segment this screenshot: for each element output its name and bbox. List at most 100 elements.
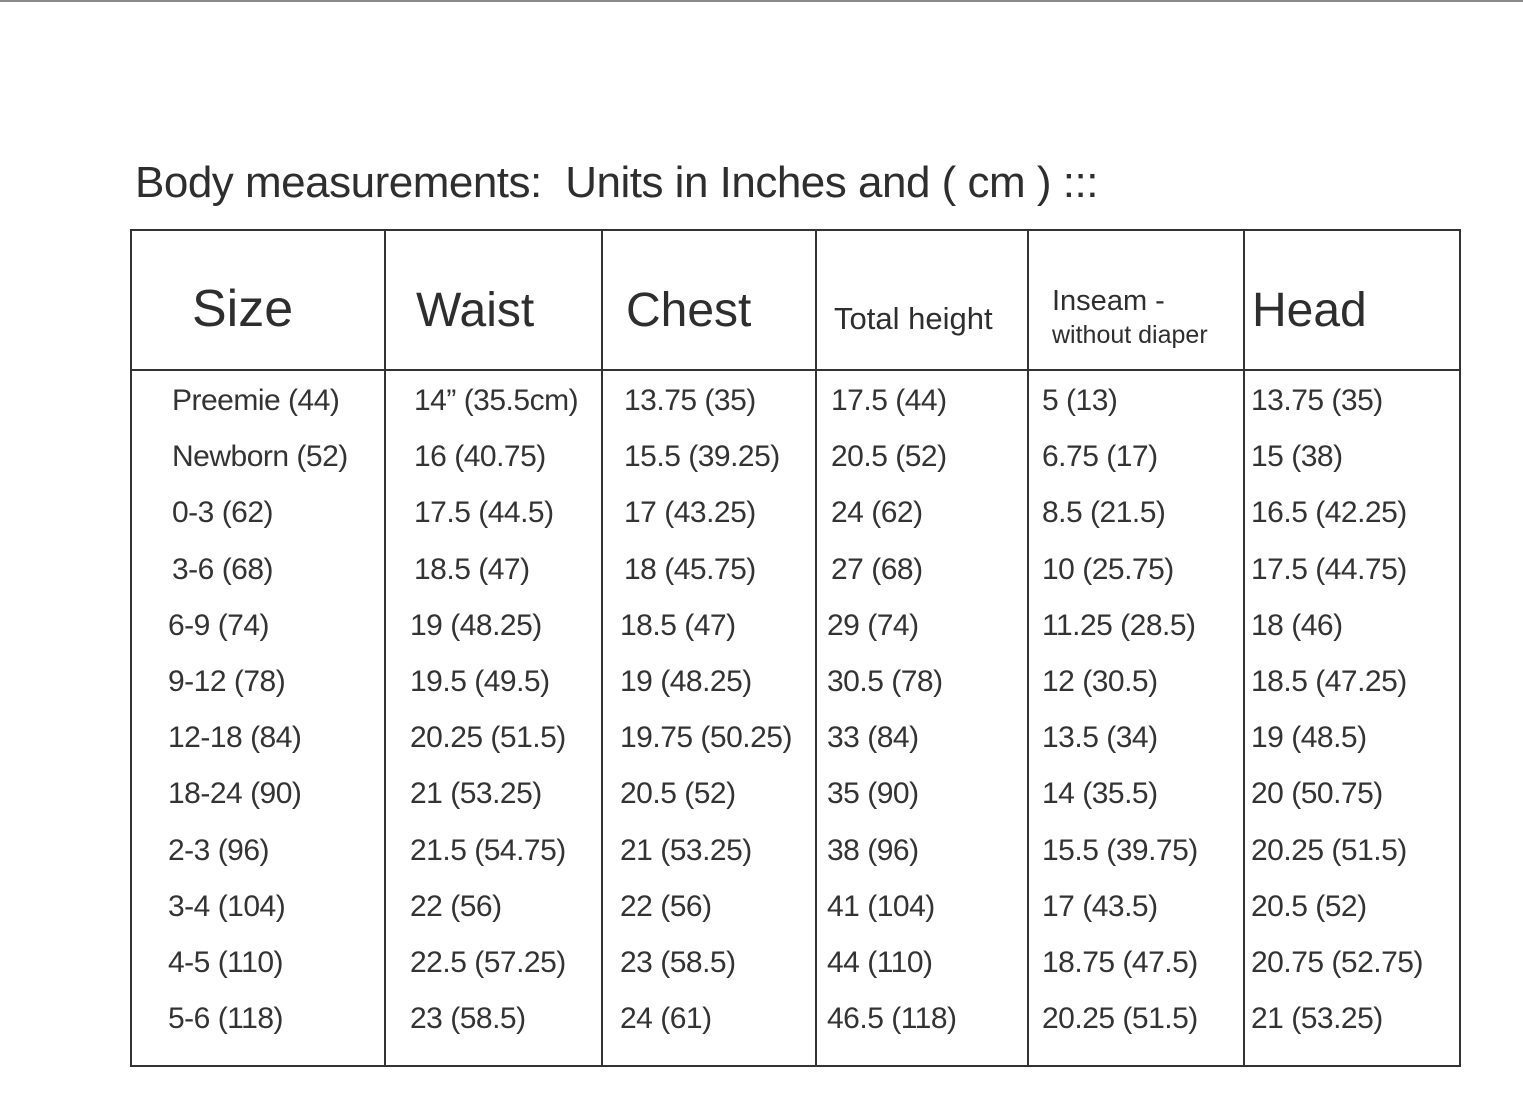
cell-total-height: 35 (90): [827, 777, 919, 811]
cell-head: 20.75 (52.75): [1251, 946, 1423, 979]
cell-waist: 16 (40.75): [414, 440, 546, 474]
table-row: 9-12 (78) 19.5 (49.5) 19 (48.25) 30.5 (78) 1…: [132, 664, 1459, 704]
column-divider: [601, 231, 603, 1065]
cell-size: 0-3 (62): [172, 496, 274, 530]
cell-inseam: 18.75 (47.5): [1042, 946, 1198, 979]
cell-chest: 18.5 (47): [620, 608, 736, 642]
cell-waist: 18.5 (47): [414, 552, 530, 586]
cell-head: 18.5 (47.25): [1251, 665, 1407, 698]
cell-size: 12-18 (84): [168, 721, 302, 755]
cell-size: 4-5 (110): [168, 946, 284, 979]
cell-head: 15 (38): [1251, 440, 1343, 474]
cell-total-height: 30.5 (78): [827, 665, 943, 698]
cell-total-height: 27 (68): [831, 552, 923, 586]
cell-total-height: 29 (74): [827, 608, 919, 642]
column-divider: [815, 231, 817, 1065]
cell-size: Newborn (52): [172, 440, 348, 474]
table-row: 12-18 (84) 20.25 (51.5) 19.75 (50.25) 33 (8…: [132, 720, 1459, 760]
cell-inseam: 10 (25.75): [1042, 552, 1174, 586]
cell-waist: 14” (35.5cm): [414, 384, 579, 417]
cell-total-height: 33 (84): [827, 721, 919, 755]
page-title: Body measurements: Units in Inches and (…: [135, 158, 1098, 207]
column-divider: [384, 231, 386, 1065]
cell-waist: 23 (58.5): [410, 1002, 526, 1036]
cell-size: 6-9 (74): [168, 608, 270, 642]
cell-head: 17.5 (44.75): [1251, 552, 1407, 586]
cell-head: 20.5 (52): [1251, 889, 1367, 923]
cell-chest: 15.5 (39.25): [624, 440, 780, 474]
cell-size: 3-6 (68): [172, 552, 274, 586]
cell-total-height: 46.5 (118): [827, 1002, 957, 1036]
table-row: 3-6 (68) 18.5 (47) 18 (45.75) 27 (68) 10 (25…: [132, 552, 1459, 592]
header-head: Head: [1252, 284, 1367, 337]
table-row: 6-9 (74) 19 (48.25) 18.5 (47) 29 (74) 11.25 …: [132, 608, 1459, 648]
cell-waist: 20.25 (51.5): [410, 721, 566, 755]
cell-chest: 24 (61): [620, 1002, 712, 1036]
cell-head: 19 (48.5): [1251, 721, 1367, 755]
cell-size: 9-12 (78): [168, 665, 286, 698]
column-divider: [1243, 231, 1245, 1065]
header-divider: [132, 369, 1459, 371]
cell-size: 2-3 (96): [168, 833, 270, 867]
cell-chest: 23 (58.5): [620, 946, 736, 979]
cell-waist: 19.5 (49.5): [410, 665, 550, 698]
cell-inseam: 20.25 (51.5): [1042, 1002, 1198, 1036]
cell-chest: 18 (45.75): [624, 552, 756, 586]
cell-waist: 17.5 (44.5): [414, 496, 554, 530]
cell-waist: 22 (56): [410, 889, 502, 923]
cell-chest: 19 (48.25): [620, 665, 752, 698]
cell-head: 20.25 (51.5): [1251, 833, 1407, 867]
cell-head: 13.75 (35): [1251, 384, 1383, 417]
size-chart-table: Size Waist Chest Total height Inseam - w…: [130, 229, 1461, 1067]
cell-inseam: 13.5 (34): [1042, 721, 1158, 755]
cell-inseam: 11.25 (28.5): [1042, 608, 1196, 642]
cell-inseam: 6.75 (17): [1042, 440, 1158, 474]
table-row: 5-6 (118) 23 (58.5) 24 (61) 46.5 (118) 20.25…: [132, 1001, 1459, 1041]
table-row: 2-3 (96) 21.5 (54.75) 21 (53.25) 38 (96) 15.…: [132, 833, 1459, 873]
cell-inseam: 5 (13): [1042, 384, 1118, 417]
cell-total-height: 24 (62): [831, 496, 923, 530]
cell-head: 20 (50.75): [1251, 777, 1383, 811]
header-waist: Waist: [416, 284, 535, 337]
header-chest: Chest: [626, 284, 752, 337]
header-size: Size: [192, 280, 294, 338]
header-total-height: Total height: [834, 301, 993, 336]
cell-size: Preemie (44): [172, 384, 340, 417]
cell-total-height: 41 (104): [827, 889, 935, 923]
cell-size: 5-6 (118): [168, 1002, 284, 1036]
header-inseam: Inseam -: [1052, 285, 1165, 317]
cell-inseam: 8.5 (21.5): [1042, 496, 1166, 530]
cell-waist: 21.5 (54.75): [410, 833, 566, 867]
cell-inseam: 14 (35.5): [1042, 777, 1158, 811]
table-row: Preemie (44) 14” (35.5cm) 13.75 (35) 17.5 (…: [132, 383, 1459, 423]
cell-chest: 17 (43.25): [624, 496, 756, 530]
cell-chest: 22 (56): [620, 889, 712, 923]
table-row: Newborn (52) 16 (40.75) 15.5 (39.25) 20.5 (…: [132, 439, 1459, 479]
cell-total-height: 44 (110): [827, 946, 933, 979]
table-row: 0-3 (62) 17.5 (44.5) 17 (43.25) 24 (62) 8.5 …: [132, 495, 1459, 535]
cell-waist: 19 (48.25): [410, 608, 542, 642]
cell-total-height: 20.5 (52): [831, 440, 947, 474]
cell-chest: 19.75 (50.25): [620, 721, 792, 755]
cell-head: 21 (53.25): [1251, 1002, 1383, 1036]
cell-chest: 13.75 (35): [624, 384, 756, 417]
cell-inseam: 12 (30.5): [1042, 665, 1158, 698]
cell-size: 18-24 (90): [168, 777, 302, 811]
cell-head: 16.5 (42.25): [1251, 496, 1407, 530]
cell-chest: 21 (53.25): [620, 833, 752, 867]
cell-head: 18 (46): [1251, 608, 1343, 642]
cell-total-height: 38 (96): [827, 833, 919, 867]
cell-size: 3-4 (104): [168, 889, 286, 923]
cell-chest: 20.5 (52): [620, 777, 736, 811]
top-border: [0, 0, 1523, 2]
table-row: 4-5 (110) 22.5 (57.25) 23 (58.5) 44 (110) 18…: [132, 945, 1459, 985]
cell-waist: 21 (53.25): [410, 777, 542, 811]
column-divider: [1027, 231, 1029, 1065]
table-row: 3-4 (104) 22 (56) 22 (56) 41 (104) 17 (43.5)…: [132, 889, 1459, 929]
cell-inseam: 17 (43.5): [1042, 889, 1158, 923]
cell-total-height: 17.5 (44): [831, 384, 947, 417]
table-row: 18-24 (90) 21 (53.25) 20.5 (52) 35 (90) 14 (…: [132, 776, 1459, 816]
cell-waist: 22.5 (57.25): [410, 946, 566, 979]
cell-inseam: 15.5 (39.75): [1042, 833, 1198, 867]
header-inseam-subtitle: without diaper: [1052, 321, 1208, 349]
